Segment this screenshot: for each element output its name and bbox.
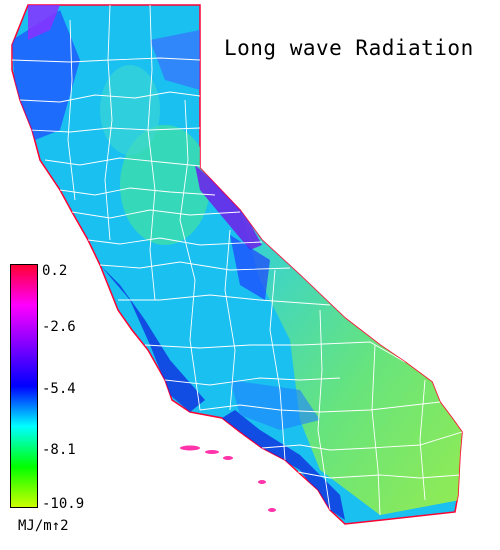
transverse-ranges (230, 380, 320, 430)
desert-region (240, 210, 462, 515)
channel-islands (180, 445, 276, 512)
legend-tick-0: 0.2 (42, 263, 68, 279)
map-title: Long wave Radiation (224, 36, 474, 60)
north-coast-range (12, 10, 80, 140)
modoc-plateau (150, 30, 200, 90)
central-coast (100, 265, 205, 412)
county-lines (12, 5, 462, 516)
color-scale-bar (10, 264, 38, 508)
southern-sierra (230, 235, 270, 300)
north-west-corner (28, 5, 60, 40)
legend-tick-1: -2.6 (42, 319, 76, 335)
legend-unit: MJ/m↑2 (18, 518, 69, 534)
legend-tick-3: -8.1 (42, 442, 76, 458)
sacramento-valley (100, 65, 160, 155)
legend-tick-4: -10.9 (42, 496, 85, 512)
sierra-crest (195, 165, 262, 250)
south-coast (222, 410, 345, 520)
legend-tick-2: -5.4 (42, 381, 76, 397)
